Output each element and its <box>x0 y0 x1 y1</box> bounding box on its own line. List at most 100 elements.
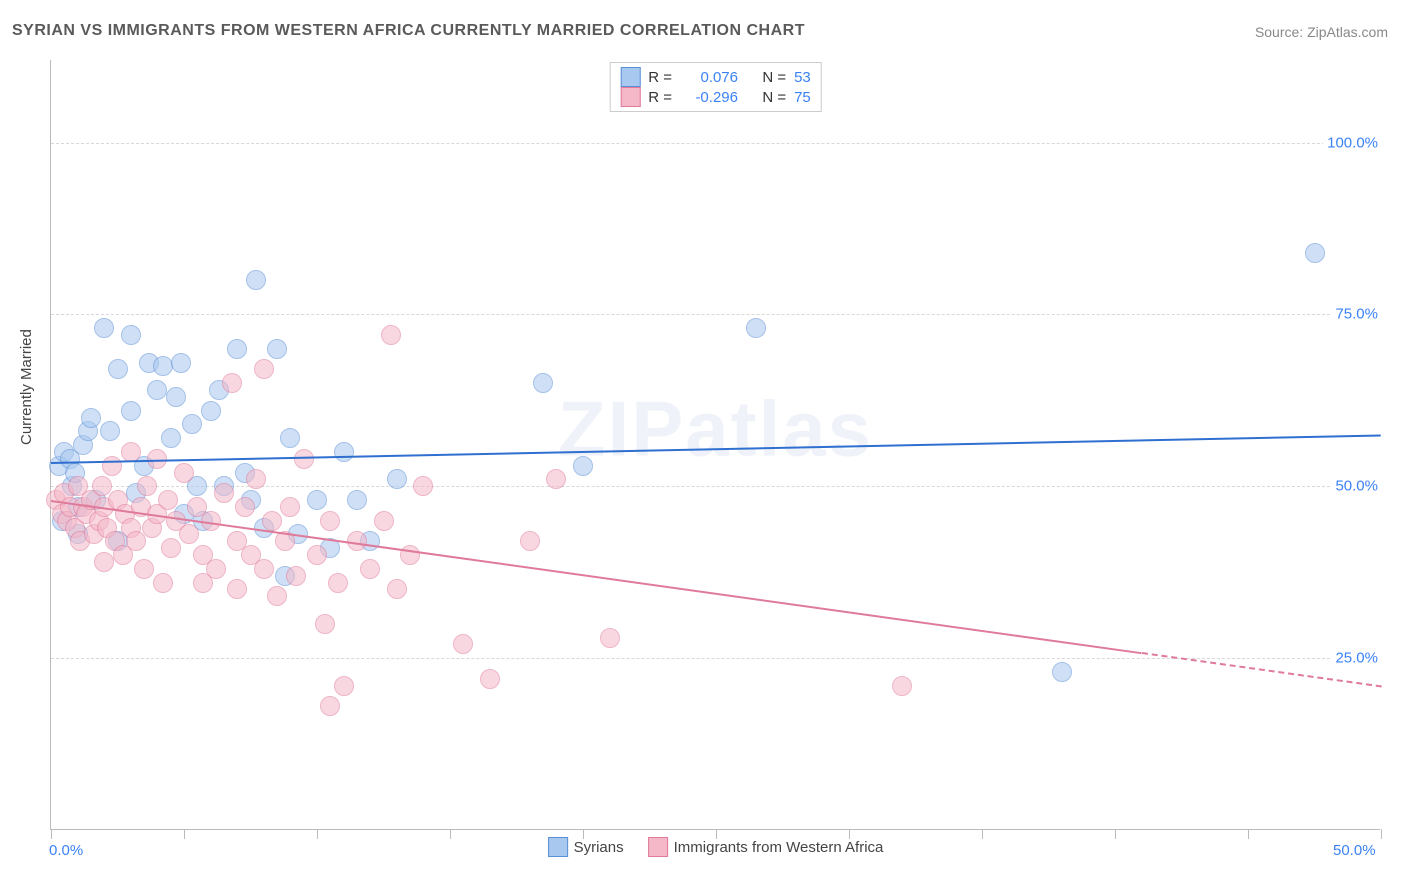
data-point-wafrica <box>381 325 401 345</box>
data-point-wafrica <box>254 559 274 579</box>
data-point-syrians <box>387 469 407 489</box>
data-point-syrians <box>334 442 354 462</box>
x-tick <box>317 829 318 839</box>
x-tick <box>716 829 717 839</box>
data-point-wafrica <box>480 669 500 689</box>
swatch-wafrica <box>620 87 640 107</box>
data-point-syrians <box>1305 243 1325 263</box>
data-point-syrians <box>182 414 202 434</box>
data-point-wafrica <box>360 559 380 579</box>
data-point-wafrica <box>206 559 226 579</box>
data-point-wafrica <box>214 483 234 503</box>
data-point-syrians <box>108 359 128 379</box>
data-point-wafrica <box>328 573 348 593</box>
data-point-syrians <box>100 421 120 441</box>
data-point-syrians <box>161 428 181 448</box>
data-point-wafrica <box>158 490 178 510</box>
x-tick <box>849 829 850 839</box>
data-point-wafrica <box>267 586 287 606</box>
data-point-wafrica <box>134 559 154 579</box>
n-value-syrians: 53 <box>794 69 811 86</box>
r-label: R = <box>648 69 672 86</box>
data-point-syrians <box>201 401 221 421</box>
data-point-wafrica <box>121 442 141 462</box>
r-value-wafrica: -0.296 <box>680 89 738 106</box>
scatter-plot: ZIPatlas R = 0.076 N = 53 R = -0.296 N =… <box>50 60 1380 830</box>
data-point-wafrica <box>174 463 194 483</box>
data-point-syrians <box>121 325 141 345</box>
data-point-wafrica <box>413 476 433 496</box>
data-point-syrians <box>746 318 766 338</box>
data-point-wafrica <box>262 511 282 531</box>
y-tick-label: 50.0% <box>1331 478 1382 495</box>
data-point-wafrica <box>453 634 473 654</box>
legend-row-wafrica: R = -0.296 N = 75 <box>620 87 811 107</box>
data-point-wafrica <box>179 524 199 544</box>
correlation-legend: R = 0.076 N = 53 R = -0.296 N = 75 <box>609 62 822 112</box>
trend-line <box>51 435 1381 464</box>
data-point-syrians <box>81 408 101 428</box>
data-point-wafrica <box>126 531 146 551</box>
x-tick <box>51 829 52 839</box>
data-point-wafrica <box>387 579 407 599</box>
x-tick-label: 0.0% <box>49 842 83 859</box>
data-point-syrians <box>307 490 327 510</box>
y-axis-title: Currently Married <box>18 329 35 445</box>
watermark: ZIPatlas <box>558 384 873 475</box>
x-tick <box>583 829 584 839</box>
data-point-wafrica <box>137 476 157 496</box>
data-point-wafrica <box>246 469 266 489</box>
legend-item-wafrica: Immigrants from Western Africa <box>648 837 884 857</box>
data-point-syrians <box>533 373 553 393</box>
data-point-wafrica <box>315 614 335 634</box>
data-point-wafrica <box>334 676 354 696</box>
x-tick <box>982 829 983 839</box>
n-value-wafrica: 75 <box>794 89 811 106</box>
series-legend: Syrians Immigrants from Western Africa <box>548 837 884 857</box>
x-tick-label: 50.0% <box>1333 842 1376 859</box>
data-point-wafrica <box>892 676 912 696</box>
data-point-syrians <box>121 401 141 421</box>
data-point-wafrica <box>520 531 540 551</box>
swatch-syrians-icon <box>548 837 568 857</box>
legend-label-syrians: Syrians <box>574 839 624 856</box>
data-point-syrians <box>280 428 300 448</box>
data-point-wafrica <box>320 511 340 531</box>
r-label: R = <box>648 89 672 106</box>
data-point-wafrica <box>280 497 300 517</box>
chart-title: SYRIAN VS IMMIGRANTS FROM WESTERN AFRICA… <box>12 22 805 40</box>
data-point-wafrica <box>254 359 274 379</box>
data-point-wafrica <box>320 696 340 716</box>
data-point-syrians <box>171 353 191 373</box>
x-tick <box>184 829 185 839</box>
legend-item-syrians: Syrians <box>548 837 624 857</box>
n-label: N = <box>762 69 786 86</box>
x-tick <box>1248 829 1249 839</box>
data-point-syrians <box>227 339 247 359</box>
x-tick <box>1381 829 1382 839</box>
data-point-wafrica <box>161 538 181 558</box>
gridline-h <box>51 314 1380 315</box>
data-point-wafrica <box>600 628 620 648</box>
data-point-syrians <box>246 270 266 290</box>
data-point-syrians <box>147 380 167 400</box>
data-point-syrians <box>94 318 114 338</box>
data-point-wafrica <box>374 511 394 531</box>
legend-row-syrians: R = 0.076 N = 53 <box>620 67 811 87</box>
data-point-wafrica <box>227 579 247 599</box>
data-point-syrians <box>153 356 173 376</box>
data-point-wafrica <box>153 573 173 593</box>
y-tick-label: 100.0% <box>1323 134 1382 151</box>
data-point-wafrica <box>400 545 420 565</box>
legend-label-wafrica: Immigrants from Western Africa <box>674 839 884 856</box>
data-point-wafrica <box>235 497 255 517</box>
data-point-syrians <box>347 490 367 510</box>
source-name: ZipAtlas.com <box>1307 24 1388 40</box>
data-point-wafrica <box>546 469 566 489</box>
x-tick <box>1115 829 1116 839</box>
data-point-wafrica <box>307 545 327 565</box>
n-label: N = <box>762 89 786 106</box>
y-tick-label: 25.0% <box>1331 650 1382 667</box>
y-tick-label: 75.0% <box>1331 306 1382 323</box>
r-value-syrians: 0.076 <box>680 69 738 86</box>
